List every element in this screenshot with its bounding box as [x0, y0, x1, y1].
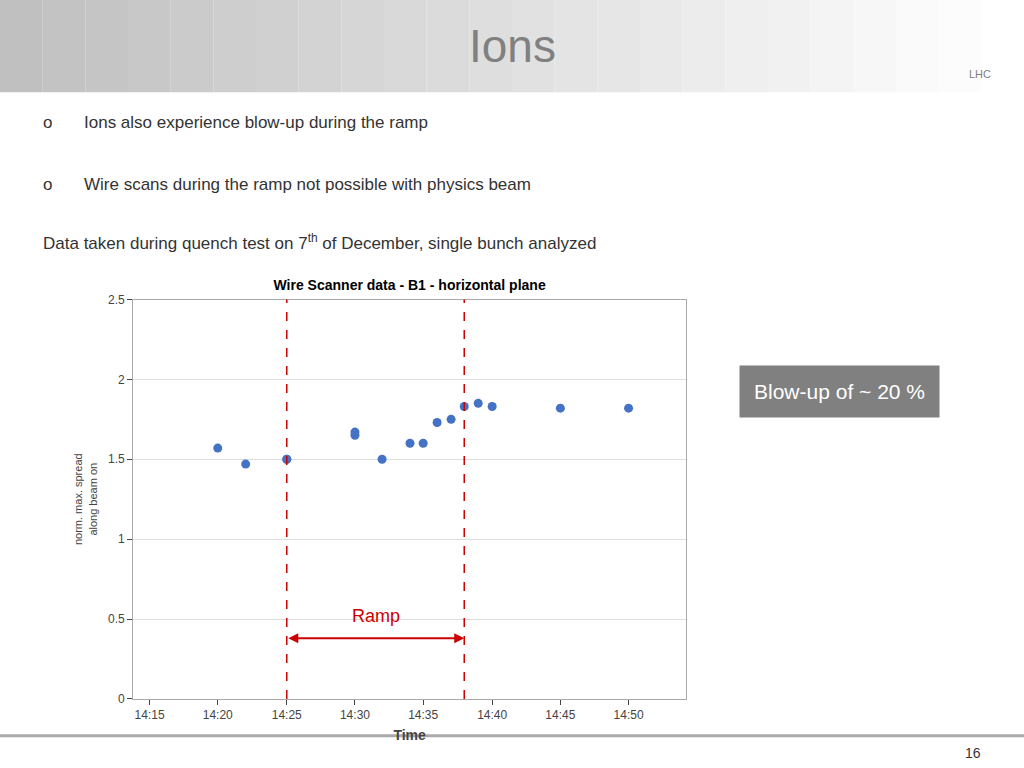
svg-text:0: 0: [118, 692, 125, 706]
svg-text:14:40: 14:40: [477, 708, 507, 722]
svg-text:14:35: 14:35: [408, 708, 438, 722]
svg-text:Ions: Ions: [469, 20, 556, 72]
svg-text:1: 1: [118, 532, 125, 546]
svg-text:Time: Time: [393, 727, 426, 743]
svg-text:14:30: 14:30: [340, 708, 370, 722]
svg-text:Wire Scanner data - B1 - horiz: Wire Scanner data - B1 - horizontal plan…: [274, 277, 546, 293]
svg-text:LHC: LHC: [969, 68, 991, 80]
svg-text:2: 2: [118, 373, 125, 387]
svg-text:Data taken during quench test: Data taken during quench test on 7​th​ o…: [43, 231, 596, 253]
svg-text:0.5: 0.5: [108, 612, 125, 626]
svg-text:o: o: [43, 175, 52, 194]
svg-text:2.5: 2.5: [108, 293, 125, 307]
svg-text:1.5: 1.5: [108, 452, 125, 466]
svg-text:norm. max. spreadalong beam on: norm. max. spreadalong beam on: [72, 453, 98, 545]
svg-text:14:45: 14:45: [545, 708, 575, 722]
svg-text:o: o: [43, 113, 52, 132]
svg-text:14:50: 14:50: [614, 708, 644, 722]
svg-text:14:25: 14:25: [272, 708, 302, 722]
svg-text:14:20: 14:20: [203, 708, 233, 722]
svg-text:Ions also experience blow-up d: Ions also experience blow-up during the …: [84, 113, 428, 132]
svg-text:Blow-up of ~ 20 %: Blow-up of ~ 20 %: [754, 380, 925, 403]
svg-text:Wire scans during the ramp not: Wire scans during the ramp not possible …: [84, 175, 531, 194]
svg-text:16: 16: [965, 745, 981, 761]
svg-text:14:15: 14:15: [135, 708, 165, 722]
svg-text:Ramp: Ramp: [352, 606, 400, 626]
